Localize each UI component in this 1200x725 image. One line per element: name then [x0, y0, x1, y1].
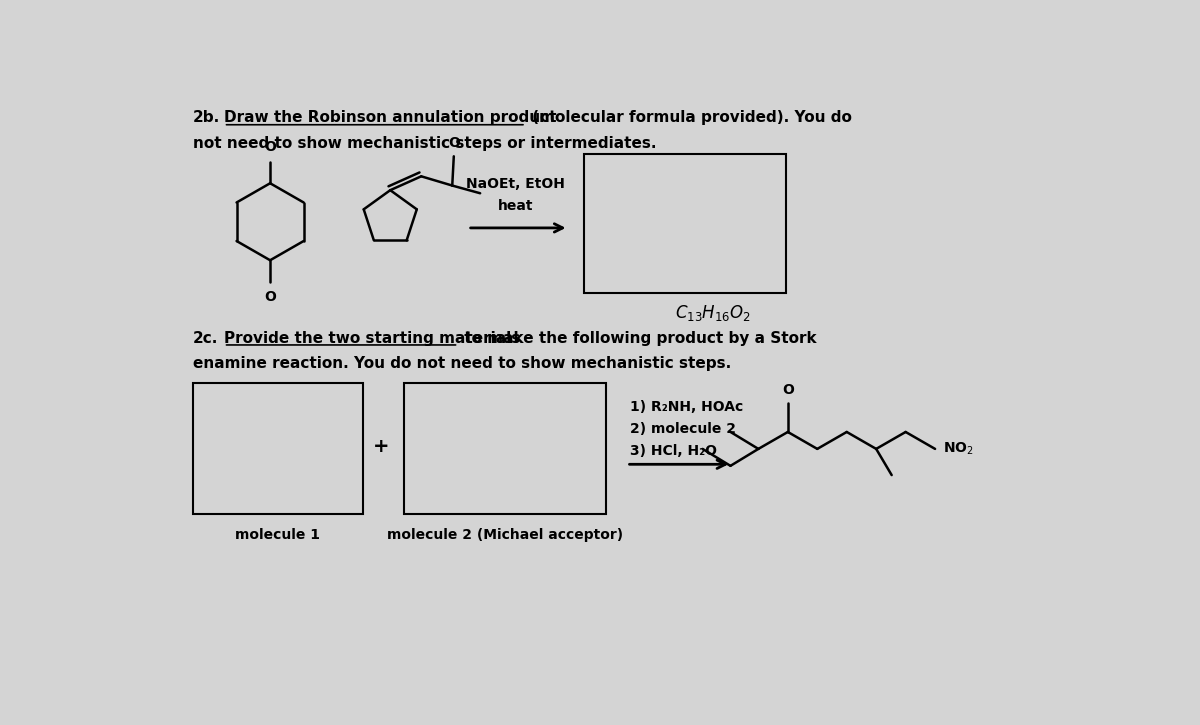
Bar	[404, 384, 606, 514]
Text: molecule 2 (Michael acceptor): molecule 2 (Michael acceptor)	[386, 529, 623, 542]
Text: O: O	[782, 383, 793, 397]
Text: to make the following product by a Stork: to make the following product by a Stork	[460, 331, 817, 346]
Text: heat: heat	[498, 199, 534, 212]
Text: 1) R₂NH, HOAc
2) molecule 2
3) HCl, H₂O: 1) R₂NH, HOAc 2) molecule 2 3) HCl, H₂O	[630, 400, 744, 457]
Bar	[584, 154, 786, 293]
Text: Provide the two starting materials: Provide the two starting materials	[223, 331, 520, 346]
Text: O: O	[264, 289, 276, 304]
Text: NaOEt, EtOH: NaOEt, EtOH	[467, 177, 565, 191]
Text: O: O	[264, 140, 276, 154]
Text: (molecular formula provided). You do: (molecular formula provided). You do	[527, 110, 852, 125]
Text: not need to show mechanistic steps or intermediates.: not need to show mechanistic steps or in…	[193, 136, 656, 151]
Text: enamine reaction. You do not need to show mechanistic steps.: enamine reaction. You do not need to sho…	[193, 356, 731, 370]
Text: 2b.: 2b.	[193, 110, 220, 125]
Text: +: +	[373, 437, 389, 456]
Text: NO$_2$: NO$_2$	[943, 441, 973, 457]
Text: Draw the Robinson annulation product: Draw the Robinson annulation product	[223, 110, 556, 125]
Bar	[193, 384, 364, 514]
Text: 2c.: 2c.	[193, 331, 218, 346]
Text: O: O	[448, 136, 460, 150]
Text: $C_{13}H_{16}O_2$: $C_{13}H_{16}O_2$	[674, 303, 751, 323]
Text: molecule 1: molecule 1	[235, 529, 320, 542]
